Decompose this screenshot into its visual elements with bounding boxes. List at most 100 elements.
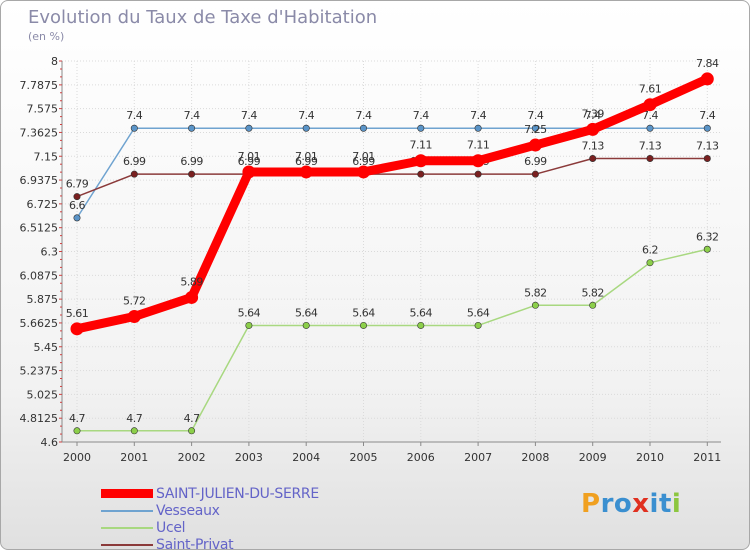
logo-letter: i [649, 489, 659, 519]
data-point-ucel [474, 321, 482, 329]
data-label-saint-privat: 7.13 [639, 139, 662, 152]
legend-label: Ucel [156, 519, 186, 536]
legend-swatch [101, 543, 153, 546]
x-tick-label: 2004 [292, 451, 320, 464]
x-tick-label: 2010 [636, 451, 664, 464]
data-point-saint-privat [417, 170, 425, 178]
y-tick-label: 6.9375 [20, 174, 59, 187]
legend-label: Saint-Privat [156, 536, 234, 550]
data-label-vesseaux: 7.4 [699, 109, 715, 122]
data-label-saint-julien-du-serre: 7.84 [696, 57, 719, 70]
legend-item-saint-julien: SAINT-JULIEN-DU-SERRE [101, 485, 319, 502]
data-point-ucel [417, 321, 425, 329]
data-label-ucel: 5.64 [352, 306, 375, 319]
data-label-saint-julien-du-serre: 7.01 [238, 150, 261, 163]
y-tick-label: 7.7875 [20, 79, 59, 92]
logo-letter: x [632, 489, 650, 519]
data-point-saint-privat [646, 154, 654, 162]
data-point-saint-julien-du-serre [70, 322, 84, 336]
data-point-ucel [531, 301, 539, 309]
data-label-ucel: 5.64 [410, 306, 433, 319]
data-point-saint-privat [703, 154, 711, 162]
data-point-saint-julien-du-serre [299, 165, 313, 179]
data-point-ucel [73, 427, 81, 435]
x-tick-label: 2011 [693, 451, 721, 464]
legend-label: Vesseaux [156, 502, 220, 519]
data-label-saint-julien-du-serre: 7.01 [352, 150, 375, 163]
data-label-saint-privat: 6.99 [180, 155, 203, 168]
data-point-saint-julien-du-serre [586, 122, 600, 136]
data-label-saint-julien-du-serre: 7.11 [467, 139, 490, 152]
data-label-vesseaux: 7.4 [356, 109, 372, 122]
data-point-saint-julien-du-serre [528, 138, 542, 152]
y-tick-label: 7.3625 [20, 126, 59, 139]
data-point-vesseaux [73, 214, 81, 222]
data-label-saint-julien-du-serre: 5.61 [66, 307, 89, 320]
data-point-saint-privat [531, 170, 539, 178]
data-point-ucel [589, 301, 597, 309]
data-label-saint-julien-du-serre: 5.72 [123, 294, 146, 307]
data-point-saint-privat [474, 170, 482, 178]
data-label-vesseaux: 7.4 [413, 109, 429, 122]
x-tick-label: 2007 [464, 451, 492, 464]
data-point-vesseaux [531, 124, 539, 132]
data-label-vesseaux: 7.4 [241, 109, 257, 122]
logo-letter: i [671, 489, 682, 519]
data-point-ucel [188, 427, 196, 435]
x-tick-label: 2003 [235, 451, 263, 464]
data-point-vesseaux [188, 124, 196, 132]
data-point-saint-privat [589, 154, 597, 162]
data-point-vesseaux [474, 124, 482, 132]
series-line-vesseaux [76, 127, 709, 219]
data-label-ucel: 4.7 [184, 412, 200, 425]
data-point-ucel [646, 259, 654, 267]
data-label-saint-privat: 6.99 [123, 155, 146, 168]
data-point-saint-privat [73, 193, 81, 201]
y-tick-label: 8 [51, 55, 58, 68]
logo-letter: P [581, 489, 601, 519]
y-tick-label: 6.0875 [20, 269, 59, 282]
data-point-vesseaux [703, 124, 711, 132]
y-tick-label: 4.8125 [20, 412, 59, 425]
data-label-vesseaux: 7.4 [298, 109, 314, 122]
data-label-saint-julien-du-serre: 7.11 [410, 139, 433, 152]
data-label-saint-julien-du-serre: 7.61 [639, 83, 662, 96]
data-point-saint-julien-du-serre [127, 309, 141, 323]
y-tick-label: 7.15 [34, 150, 59, 163]
y-tick-label: 6.3 [41, 246, 59, 259]
x-tick-label: 2005 [350, 451, 378, 464]
legend: SAINT-JULIEN-DU-SERRE Vesseaux Ucel Sain… [101, 485, 319, 550]
data-label-saint-julien-du-serre: 7.01 [295, 150, 318, 163]
data-point-ucel [359, 321, 367, 329]
x-tick-label: 2006 [407, 451, 435, 464]
legend-swatch [101, 489, 153, 498]
data-label-saint-julien-du-serre: 7.39 [581, 107, 604, 120]
y-tick-label: 5.025 [27, 388, 59, 401]
y-tick-label: 5.6625 [20, 317, 59, 330]
y-tick-label: 4.6 [41, 436, 59, 449]
data-point-saint-julien-du-serre [357, 165, 370, 179]
y-tick-label: 6.725 [27, 198, 59, 211]
logo-letter: r [600, 489, 614, 519]
data-point-ucel [302, 321, 310, 329]
data-label-saint-privat: 6.99 [238, 155, 261, 168]
data-point-saint-julien-du-serre [185, 290, 199, 304]
data-label-saint-privat: 6.99 [295, 155, 318, 168]
data-label-vesseaux: 7.4 [527, 109, 543, 122]
data-point-saint-privat [130, 170, 138, 178]
data-label-vesseaux: 7.4 [470, 109, 486, 122]
data-label-ucel: 6.32 [696, 230, 719, 243]
data-label-vesseaux: 7.4 [184, 109, 200, 122]
series-line-ucel [76, 248, 709, 432]
logo-letter: t [658, 489, 672, 519]
x-tick-label: 2002 [178, 451, 206, 464]
data-point-saint-julien-du-serre [700, 72, 714, 86]
data-label-ucel: 5.82 [581, 286, 604, 299]
y-tick-label: 5.875 [27, 293, 59, 306]
data-label-vesseaux: 7.4 [126, 109, 142, 122]
data-point-vesseaux [417, 124, 425, 132]
data-point-ucel [130, 427, 138, 435]
legend-item-saint-privat: Saint-Privat [101, 536, 319, 550]
